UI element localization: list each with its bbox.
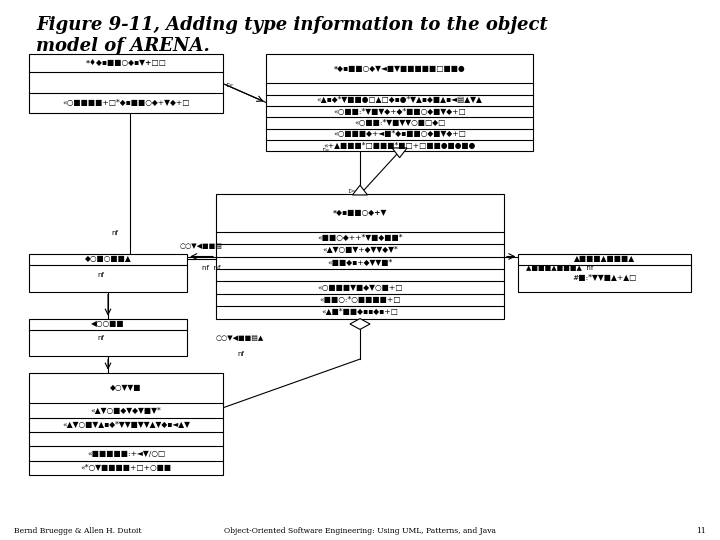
FancyBboxPatch shape <box>518 254 691 292</box>
FancyBboxPatch shape <box>29 373 223 475</box>
FancyBboxPatch shape <box>266 54 533 151</box>
Text: «▲▼○■◆▼◆▼■▼*: «▲▼○■◆▼◆▼■▼* <box>91 407 161 415</box>
Text: «○■■■◆+◄■*◆▪■■○◆■▼◆+□: «○■■■◆+◄■*◆▪■■○◆■▼◆+□ <box>333 130 466 138</box>
Text: nf: nf <box>97 334 104 341</box>
Text: Object-Oriented Software Engineering: Using UML, Patterns, and Java: Object-Oriented Software Engineering: Us… <box>224 526 496 535</box>
Text: ▻: ▻ <box>227 79 233 89</box>
Text: 11: 11 <box>696 526 706 535</box>
Text: «■■■■■:+◄▼/○□: «■■■■■:+◄▼/○□ <box>87 450 165 458</box>
Text: ○○▼◀■■▤▲: ○○▼◀■■▤▲ <box>216 335 264 341</box>
FancyBboxPatch shape <box>29 54 223 113</box>
Text: ◆○▼▼■: ◆○▼▼■ <box>110 384 142 392</box>
Text: #■:*▼▼■▲+▲□: #■:*▼▼■▲+▲□ <box>572 274 637 282</box>
Text: «■■◆▪+◆▼▼■*: «■■◆▪+◆▼▼■* <box>328 259 392 267</box>
Text: Figure 9-11, Adding type information to the object
model of ARENA.: Figure 9-11, Adding type information to … <box>36 16 548 55</box>
Text: *♦◆▪■■○◆▪▼+□□: *♦◆▪■■○◆▪▼+□□ <box>86 59 166 67</box>
Text: «*○▼■■■■+□+○■■: «*○▼■■■■+□+○■■ <box>81 464 171 472</box>
Text: «■■○◆++*▼■◆■■*: «■■○◆++*▼■◆■■* <box>318 234 402 242</box>
Text: «▲■*■■◆▪▪◆▪+□: «▲■*■■◆▪▪◆▪+□ <box>322 308 398 316</box>
Text: «○■■:*▼■▼◆+◆*■■○◆■▼◆+□: «○■■:*▼■▼◆+◆*■■○◆■▼◆+□ <box>333 107 466 116</box>
Text: *◆▪■■○◆+▼: *◆▪■■○◆+▼ <box>333 209 387 217</box>
Text: ○○▼◀■■▤: ○○▼◀■■▤ <box>180 244 223 249</box>
Text: *◆▪■■○◆▼◄■▼■■■■■□■■●: *◆▪■■○◆▼◄■▼■■■■■□■■● <box>334 65 465 72</box>
Text: ◀○○■■: ◀○○■■ <box>91 320 125 328</box>
FancyBboxPatch shape <box>29 319 187 356</box>
Text: «▲▼○■▼+◆▼▼◆▼*: «▲▼○■▼+◆▼▼◆▼* <box>322 246 398 254</box>
Text: nf  nf: nf nf <box>202 265 220 271</box>
Text: «▲▪◆*▼■■●▢▲□◆▪●*▼▲▪◆■▲▪◄▤▲▼▲: «▲▪◆*▼■■●▢▲□◆▪●*▼▲▪◆■▲▪◄▤▲▼▲ <box>317 96 482 104</box>
Polygon shape <box>350 319 370 329</box>
FancyBboxPatch shape <box>216 194 504 319</box>
Text: «■■○:*○■■■■+□: «■■○:*○■■■■+□ <box>319 296 401 304</box>
Text: «○■■■▼■◆▼○■+□: «○■■■▼■◆▼○■+□ <box>318 284 402 292</box>
Text: ▻: ▻ <box>323 144 329 153</box>
Text: ▲■■■▲■■■▲  nf: ▲■■■▲■■■▲ nf <box>526 265 593 271</box>
Text: Bernd Bruegge & Allen H. Dutoit: Bernd Bruegge & Allen H. Dutoit <box>14 526 142 535</box>
Text: ▻: ▻ <box>349 185 356 194</box>
Text: ◆○■○■■▲: ◆○■○■■▲ <box>85 255 131 264</box>
Text: ▲■■■▲■■■▲: ▲■■■▲■■■▲ <box>575 255 635 264</box>
Text: nf: nf <box>97 272 104 279</box>
FancyBboxPatch shape <box>29 254 187 292</box>
Text: «▲▼○■▼▲▪◆*▼▼■▼▼▲▼◆▪◄▲▼: «▲▼○■▼▲▪◆*▼▼■▼▼▲▼◆▪◄▲▼ <box>62 421 190 429</box>
Text: nf: nf <box>238 352 245 357</box>
Text: nf: nf <box>112 230 119 236</box>
Text: «+▲■■■*□■■■*■□+□■■●■●■●: «+▲■■■*□■■■*■□+□■■●■●■● <box>323 141 476 150</box>
Text: «○■■:*▼■▼▼○■□◆□: «○■■:*▼■▼▼○■□◆□ <box>354 119 445 127</box>
Text: «○■■■■+□*◆▪■■○◆+▼◆+□: «○■■■■+□*◆▪■■○◆+▼◆+□ <box>62 99 190 107</box>
